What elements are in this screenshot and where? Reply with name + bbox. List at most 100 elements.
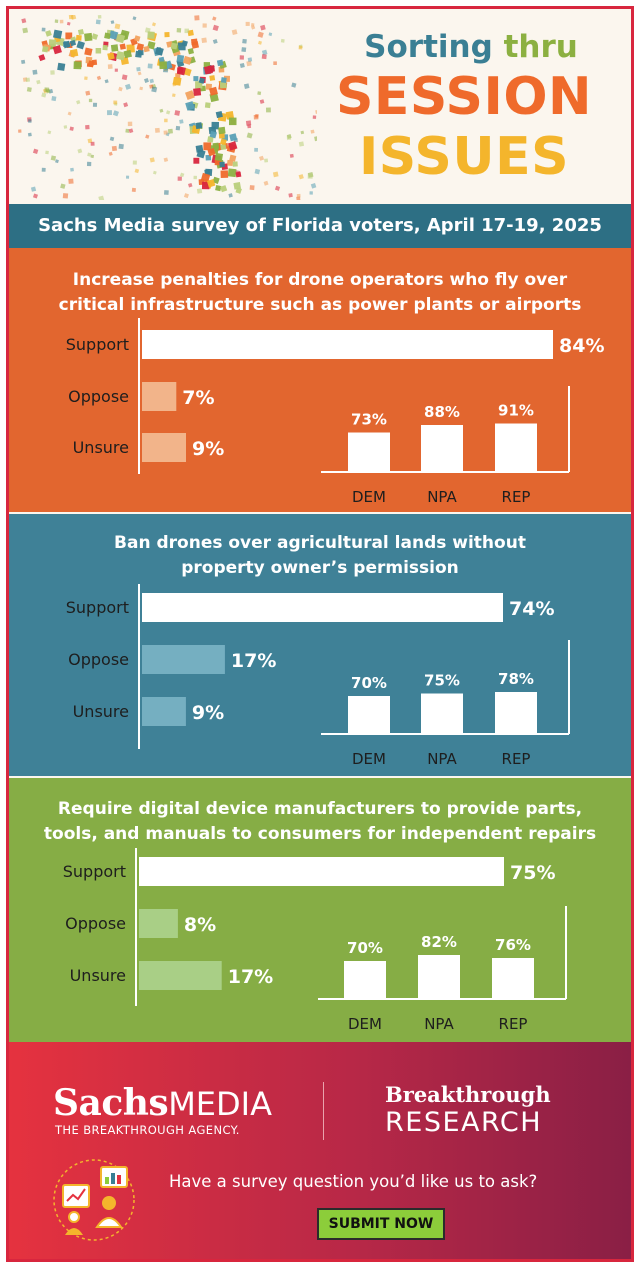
- party-value-label: 82%: [421, 933, 457, 951]
- map-tile: [86, 161, 92, 167]
- map-tile: [136, 43, 145, 51]
- title-issues: ISSUES: [358, 127, 570, 187]
- party-bar: [421, 693, 463, 734]
- map-tile: [41, 27, 46, 32]
- logo-divider: [323, 1082, 324, 1140]
- map-tile: [220, 144, 227, 150]
- map-tile: [181, 40, 188, 47]
- map-tile: [245, 21, 250, 26]
- party-bar: [495, 692, 537, 734]
- response-bar: [142, 593, 503, 622]
- map-tile: [69, 126, 74, 131]
- map-tile: [231, 29, 238, 36]
- question-title-line: Increase penalties for drone operators w…: [73, 270, 568, 290]
- question-title-line: Ban drones over agricultural lands witho…: [114, 533, 526, 553]
- map-tile: [191, 38, 198, 46]
- breakthrough-logo-word: Breakthrough: [385, 1082, 551, 1107]
- map-tile: [45, 150, 49, 155]
- logo-sachs: Sachs: [53, 1082, 169, 1124]
- party-label: DEM: [348, 1015, 382, 1033]
- map-tile: [52, 45, 62, 55]
- submit-now-button[interactable]: SUBMIT NOW: [317, 1208, 445, 1240]
- map-tile: [219, 81, 227, 89]
- map-tile: [268, 32, 273, 37]
- map-tile: [149, 78, 154, 84]
- map-tile: [118, 143, 124, 150]
- map-tile: [195, 122, 203, 130]
- map-tile: [209, 86, 218, 96]
- map-tile: [250, 25, 256, 30]
- map-tile: [264, 158, 269, 163]
- map-tile: [36, 79, 41, 85]
- response-bar: [139, 909, 178, 938]
- map-tile: [98, 195, 105, 200]
- map-tile: [27, 132, 32, 137]
- map-tile: [176, 28, 182, 33]
- map-tile: [115, 33, 126, 44]
- map-tile: [215, 110, 223, 119]
- map-tile: [113, 100, 118, 105]
- map-tile: [66, 21, 71, 26]
- map-tile: [172, 76, 182, 86]
- map-tile: [21, 18, 27, 24]
- map-tile: [62, 40, 71, 49]
- party-value-label: 70%: [351, 674, 387, 692]
- map-tile: [185, 101, 195, 111]
- party-bar: [492, 958, 534, 999]
- party-label: NPA: [427, 750, 457, 768]
- map-tile: [211, 121, 219, 130]
- map-tile: [207, 147, 216, 157]
- map-tile: [18, 129, 22, 133]
- map-tile: [175, 73, 181, 79]
- map-tile: [68, 15, 74, 20]
- map-tile: [179, 172, 185, 178]
- map-tile: [119, 43, 126, 50]
- map-tile: [274, 185, 281, 191]
- sachs-media-logo: SachsMEDIA: [53, 1082, 272, 1124]
- map-tile: [203, 65, 213, 75]
- map-tile: [312, 115, 317, 119]
- response-value-label: 7%: [182, 387, 214, 409]
- map-tile: [51, 95, 57, 102]
- map-tile: [111, 145, 118, 152]
- map-tile: [164, 118, 168, 123]
- map-tile: [220, 77, 227, 83]
- response-label: Unsure: [73, 438, 129, 457]
- map-tile: [104, 32, 111, 40]
- map-tile: [95, 48, 102, 54]
- map-tile: [272, 171, 279, 178]
- map-tile: [212, 16, 217, 21]
- map-tile: [179, 119, 184, 124]
- map-tile: [288, 193, 293, 198]
- map-tile: [233, 181, 242, 190]
- panel-background: [9, 514, 631, 776]
- map-tile: [143, 45, 150, 53]
- map-tile: [70, 48, 79, 58]
- map-tile: [38, 54, 46, 62]
- map-tile: [257, 91, 262, 96]
- response-label: Oppose: [65, 914, 126, 933]
- map-tile: [107, 52, 115, 60]
- map-tile: [309, 191, 313, 195]
- map-tile: [228, 193, 233, 198]
- map-tile: [203, 142, 212, 151]
- map-tile: [32, 193, 39, 199]
- response-bar: [142, 433, 186, 462]
- map-tile: [96, 75, 102, 81]
- map-tile: [121, 74, 128, 81]
- response-value-label: 17%: [231, 650, 276, 672]
- response-label: Unsure: [70, 966, 126, 985]
- response-value-label: 8%: [184, 914, 216, 936]
- map-tile: [246, 132, 253, 139]
- chart-right-to-repair: Require digital device manufacturers to …: [9, 778, 631, 1042]
- map-tile: [228, 141, 238, 151]
- map-tile: [239, 62, 245, 68]
- map-tile: [200, 172, 211, 183]
- map-tile: [41, 92, 47, 98]
- map-tile: [95, 19, 101, 25]
- map-tile: [115, 51, 126, 61]
- map-tile: [159, 61, 168, 70]
- map-tile: [193, 175, 197, 180]
- map-tile: [114, 23, 121, 30]
- map-tile: [44, 87, 50, 93]
